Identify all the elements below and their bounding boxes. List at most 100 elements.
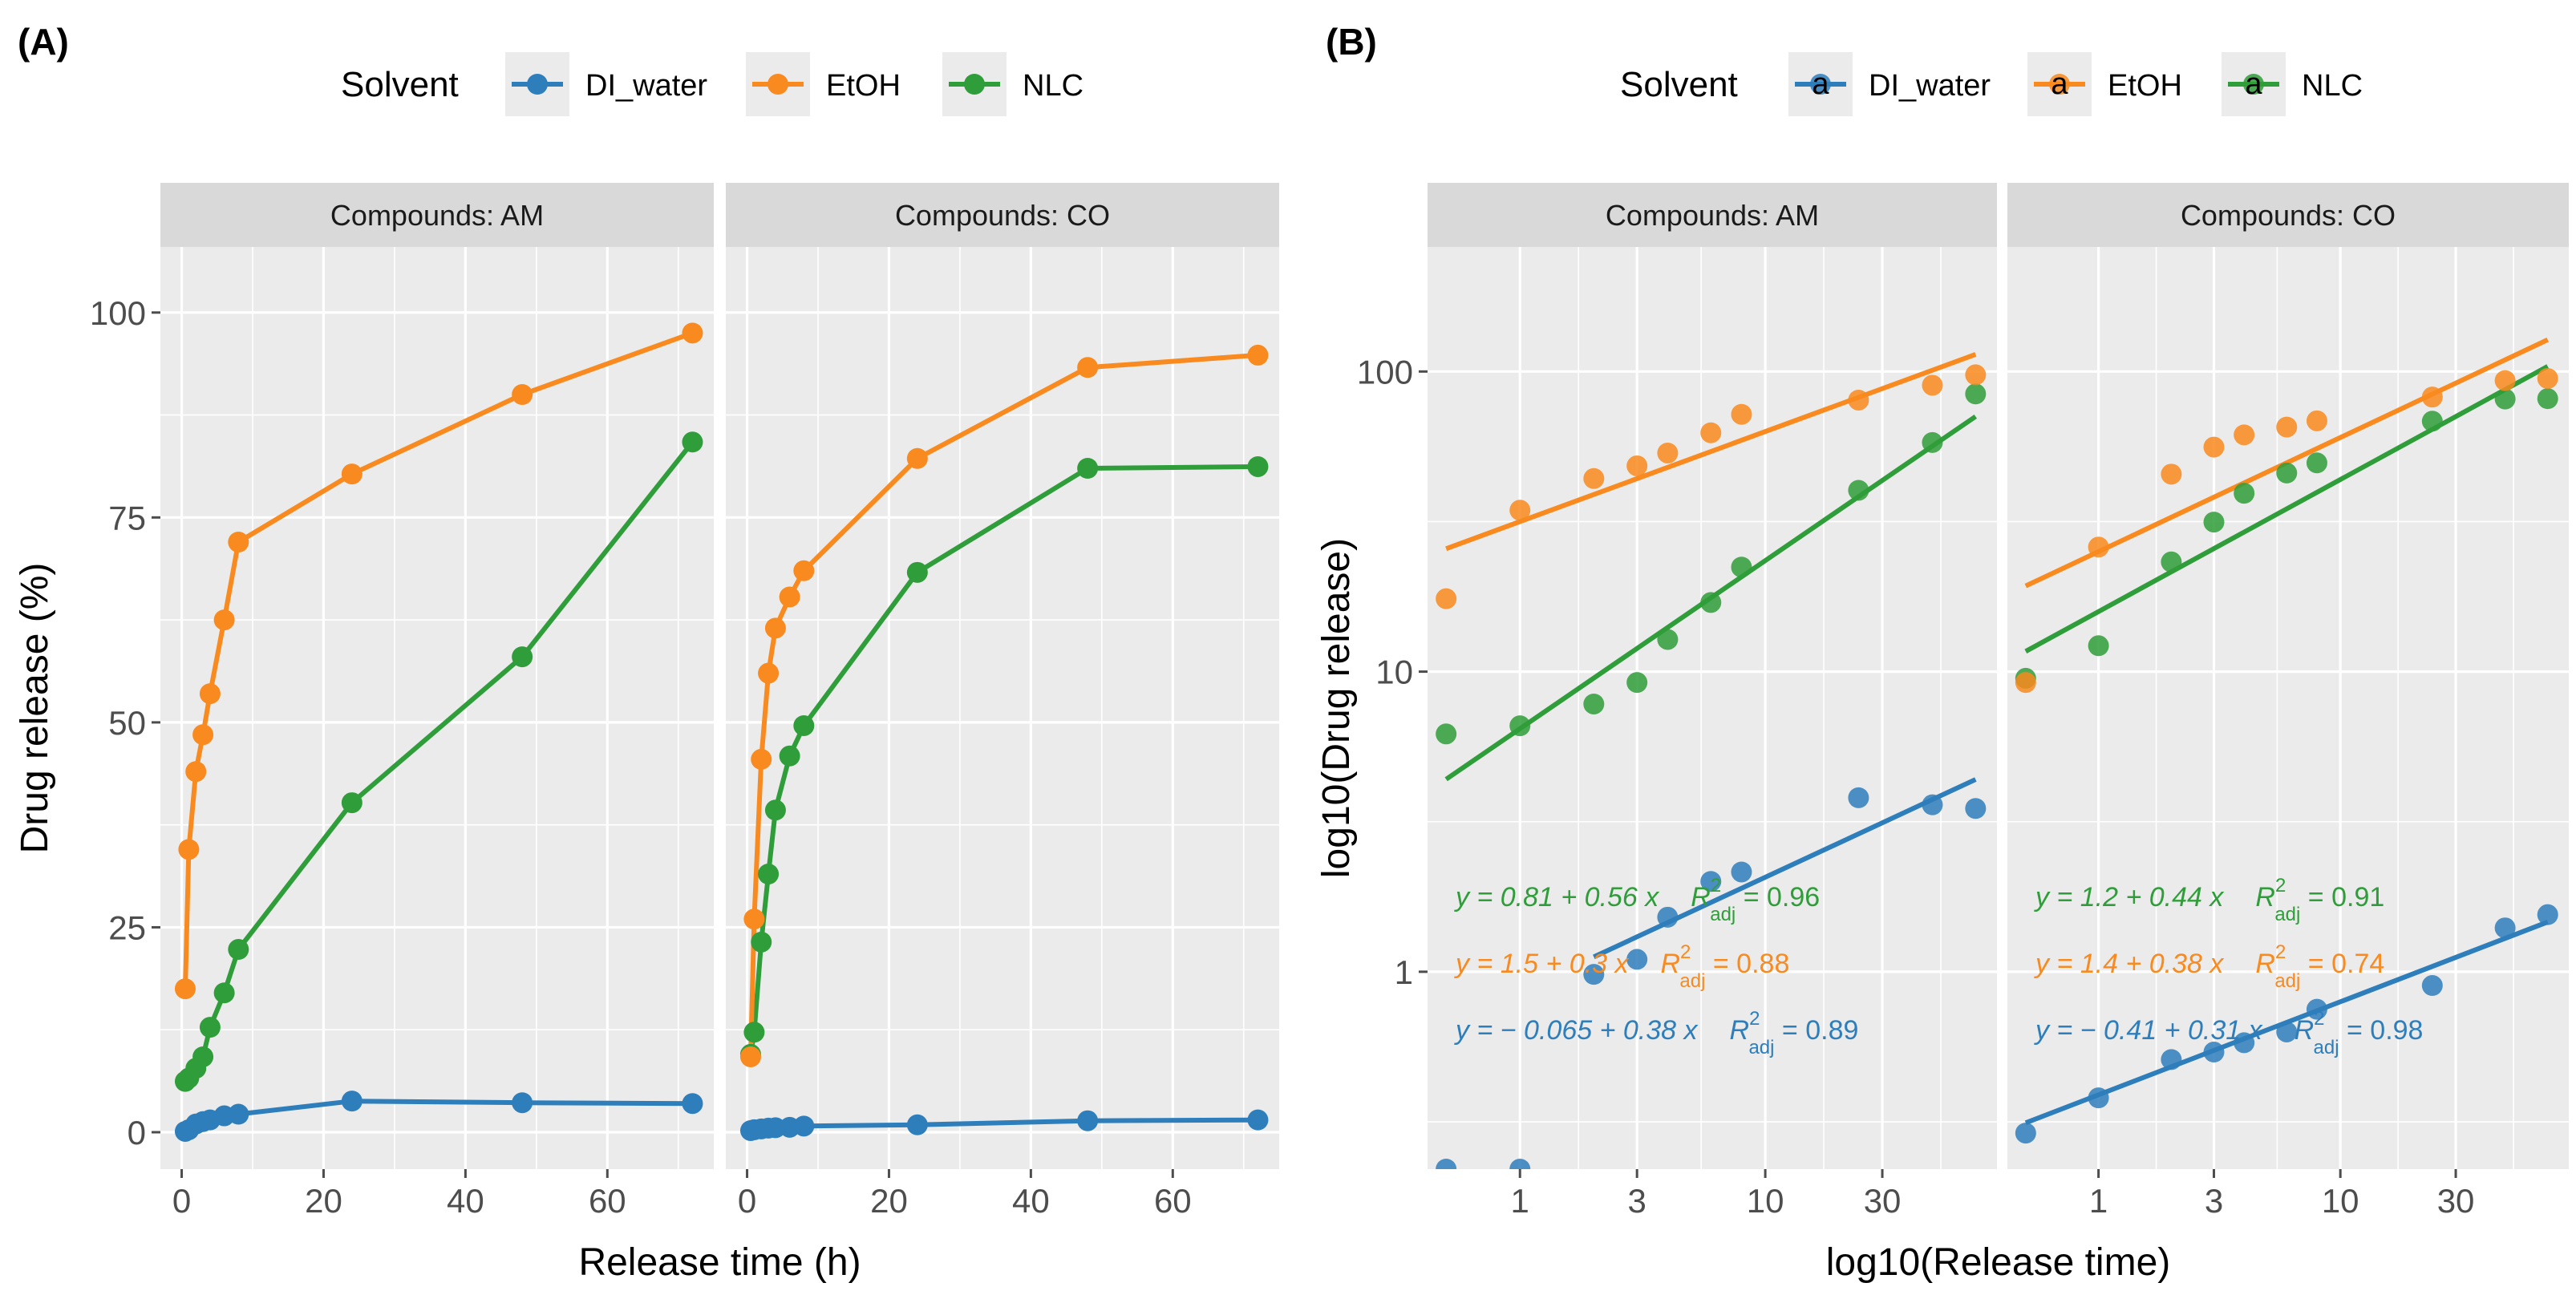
annotation-r2-value: = 0.74 bbox=[2300, 949, 2384, 979]
annotation-equation: y = 1.5 + 0.3 x bbox=[1454, 949, 1629, 979]
y-axis-title-a: Drug release (%) bbox=[14, 563, 56, 854]
series-line-nlc bbox=[748, 464, 1258, 1055]
legend-a: Solvent DI_water EtOH NLC bbox=[341, 52, 1083, 116]
legend-label-nlc: NLC bbox=[1023, 69, 1083, 103]
data-point-di-water bbox=[1626, 949, 1648, 970]
legend-key-point bbox=[2243, 74, 2264, 95]
data-point-nlc bbox=[213, 982, 235, 1004]
data-point-di-water bbox=[2203, 1042, 2225, 1063]
annotation-r2-superscript: 2 bbox=[1711, 875, 1721, 896]
data-point-nlc bbox=[1731, 556, 1752, 578]
data-point-etoh bbox=[199, 683, 221, 705]
data-point-di-water bbox=[1922, 794, 1943, 815]
x-axis-title-b: log10(Release time) bbox=[1826, 1241, 2171, 1284]
y-tick-label: 100 bbox=[1357, 353, 1413, 391]
fit-line-nlc bbox=[2024, 364, 2550, 654]
series-line-etoh bbox=[183, 330, 694, 989]
data-point-nlc bbox=[1965, 383, 1987, 405]
y-axis-title-b: log10(Drug release) bbox=[1315, 538, 1358, 878]
x-axis: 1 3 10 30 bbox=[2089, 1169, 2474, 1220]
x-tick-label: 0 bbox=[172, 1182, 191, 1220]
y-tick-label: 100 bbox=[90, 294, 146, 332]
data-point-etoh bbox=[2306, 410, 2327, 431]
data-point-nlc bbox=[1922, 431, 1943, 453]
data-point-etoh bbox=[751, 748, 772, 770]
annotation-r2-superscript: 2 bbox=[2275, 875, 2286, 896]
legend-key-point bbox=[964, 74, 985, 95]
data-point-etoh bbox=[174, 978, 196, 1000]
legend-key-point bbox=[1810, 74, 1831, 95]
data-point-di-water bbox=[1965, 798, 1987, 819]
facet-strip bbox=[2007, 183, 2569, 247]
x-axis-title-a: Release time (h) bbox=[578, 1241, 861, 1284]
data-point-etoh bbox=[1247, 344, 1269, 366]
annotation-etoh: y = 1.4 + 0.38 x R2 adj = 0.74 bbox=[2034, 941, 2384, 992]
data-point-di-water bbox=[2421, 975, 2443, 997]
data-point-etoh bbox=[1922, 374, 1943, 396]
data-point-etoh bbox=[1657, 442, 1679, 463]
data-point-nlc bbox=[906, 561, 928, 583]
facet-strip-label: Compounds: AM bbox=[330, 199, 544, 232]
annotation-r2-value: = 0.91 bbox=[2300, 882, 2384, 913]
data-point-etoh bbox=[1626, 455, 1648, 476]
data-point-nlc bbox=[793, 714, 815, 736]
annotation-r2-superscript: 2 bbox=[1749, 1008, 1760, 1030]
y-tick-label: 75 bbox=[108, 499, 146, 536]
legend-key-di-water bbox=[505, 52, 569, 116]
facet-strip bbox=[1428, 183, 1997, 247]
data-point-nlc bbox=[1247, 455, 1269, 477]
plot-panel bbox=[1428, 247, 1997, 1169]
data-point-etoh bbox=[185, 761, 207, 783]
x-tick-label: 40 bbox=[1012, 1182, 1050, 1220]
data-point-etoh bbox=[793, 560, 815, 581]
x-tick-label: 60 bbox=[1154, 1182, 1192, 1220]
data-point-di-water bbox=[512, 1092, 533, 1114]
data-point-di-water bbox=[2537, 904, 2558, 925]
annotation-r2-value: = 0.89 bbox=[1774, 1015, 1858, 1046]
fit-line-etoh bbox=[1445, 352, 1977, 552]
legend-label-etoh: EtOH bbox=[826, 69, 901, 103]
annotation-equation: y = − 0.065 + 0.38 x bbox=[1454, 1015, 1699, 1046]
legend-label-di-water: DI_water bbox=[585, 69, 707, 103]
data-point-etoh bbox=[2088, 536, 2109, 558]
data-point-di-water bbox=[2306, 998, 2327, 1020]
legend-title: Solvent bbox=[1620, 65, 1738, 104]
y-tick-label: 10 bbox=[1375, 654, 1413, 691]
data-point-etoh bbox=[758, 662, 780, 684]
annotation-r2-symbol: R bbox=[1691, 882, 1711, 913]
annotation-r2-subscript: adj bbox=[2274, 970, 2300, 992]
data-point-di-water bbox=[1583, 964, 1605, 985]
data-point-di-water bbox=[2234, 1032, 2255, 1054]
legend-key-nlc bbox=[942, 52, 1007, 116]
data-point-etoh bbox=[2537, 367, 2558, 389]
data-point-etoh bbox=[682, 322, 703, 344]
gridlines bbox=[1428, 247, 1997, 1169]
annotation-r2-symbol: R bbox=[2255, 882, 2275, 913]
data-point-di-water bbox=[228, 1103, 249, 1125]
data-point-etoh bbox=[743, 909, 765, 930]
data-point-nlc bbox=[2234, 483, 2255, 504]
plot-panel bbox=[726, 247, 1279, 1169]
data-point-etoh bbox=[764, 617, 786, 639]
data-point-etoh bbox=[1700, 422, 1722, 443]
data-point-etoh bbox=[192, 724, 214, 746]
data-point-nlc bbox=[2276, 462, 2298, 484]
data-point-nlc bbox=[1436, 723, 1457, 745]
y-tick-label: 50 bbox=[108, 704, 146, 742]
data-point-di-water bbox=[1657, 906, 1679, 928]
data-point-di-water bbox=[341, 1091, 363, 1112]
annotation-r2-value: = 0.96 bbox=[1736, 882, 1820, 913]
data-point-etoh bbox=[2234, 424, 2255, 446]
legend-key-nlc: a bbox=[2222, 52, 2286, 116]
data-point-nlc bbox=[1700, 592, 1722, 613]
annotation-r2-superscript: 2 bbox=[1680, 941, 1691, 963]
data-point-nlc bbox=[1848, 480, 1869, 501]
legend-b: Solvent a DI_water a EtOH a NLC bbox=[1620, 52, 2363, 116]
legend-key-glyph: a bbox=[1812, 67, 1829, 101]
annotation-r2-subscript: adj bbox=[1748, 1037, 1774, 1058]
x-tick-label: 1 bbox=[1511, 1182, 1529, 1220]
plot-content bbox=[1436, 352, 1987, 1169]
data-point-nlc bbox=[2306, 452, 2327, 474]
plot-content bbox=[174, 322, 703, 1142]
